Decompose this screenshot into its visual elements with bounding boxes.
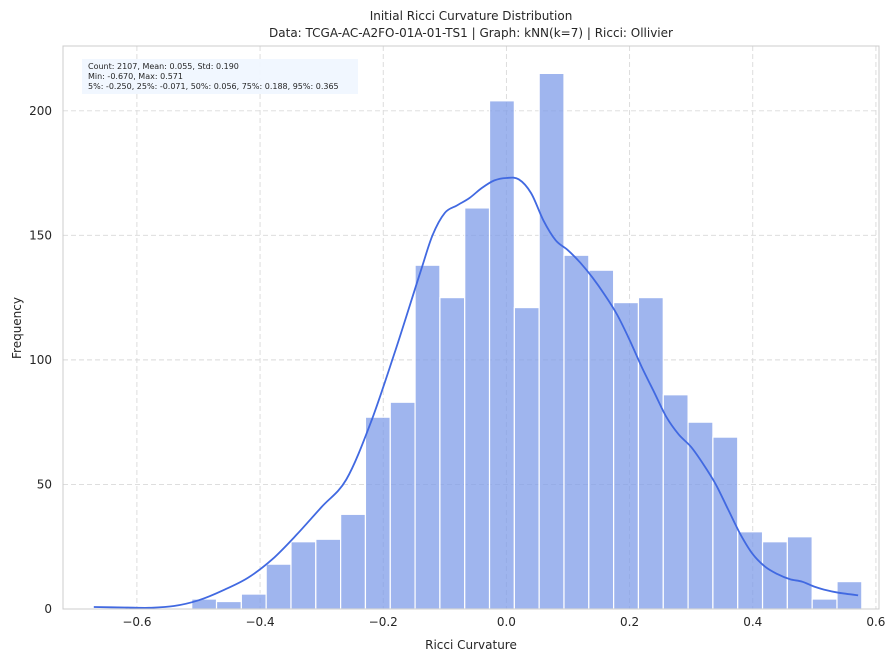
- histogram-bars: [191, 72, 863, 610]
- histogram-bar: [786, 536, 813, 610]
- histogram-bar: [340, 513, 367, 610]
- histogram-bar: [439, 297, 466, 610]
- histogram-bar: [265, 563, 292, 610]
- histogram-bar: [464, 207, 491, 610]
- stats-line-3: 5%: -0.250, 25%: -0.071, 50%: 0.056, 75%…: [88, 82, 339, 91]
- kde-curve: [93, 176, 859, 609]
- histogram-bar: [761, 541, 788, 610]
- y-tick-label: 100: [29, 353, 52, 367]
- x-tick-label: −0.6: [122, 615, 151, 629]
- histogram-bar: [811, 598, 838, 610]
- histogram-bar: [240, 593, 267, 610]
- x-tick-label: 0.6: [866, 615, 885, 629]
- histogram-bar: [662, 394, 689, 610]
- histogram-bar: [414, 264, 441, 610]
- chart-title: Initial Ricci Curvature Distribution: [370, 9, 573, 23]
- y-tick-label: 200: [29, 104, 52, 118]
- x-tick-label: 0.0: [497, 615, 516, 629]
- histogram-bar: [637, 297, 664, 610]
- x-axis-label: Ricci Curvature: [425, 638, 517, 652]
- histogram-bar: [290, 541, 317, 610]
- y-tick-label: 150: [29, 228, 52, 242]
- histogram-bar: [687, 421, 714, 610]
- stats-box: Count: 2107, Mean: 0.055, Std: 0.190 Min…: [82, 59, 358, 94]
- y-axis-label: Frequency: [10, 297, 24, 359]
- histogram-bar: [737, 531, 764, 610]
- y-tick-labels: 0 50 100 150 200: [29, 104, 52, 616]
- plot-frame: [62, 45, 880, 610]
- x-tick-label: 0.4: [743, 615, 762, 629]
- histogram-bar: [215, 600, 242, 610]
- stats-line-1: Count: 2107, Mean: 0.055, Std: 0.190: [88, 62, 239, 71]
- histogram-bar: [389, 401, 416, 610]
- chart-subtitle: Data: TCGA-AC-A2FO-01A-01-TS1 | Graph: k…: [269, 26, 673, 40]
- histogram-bar: [513, 306, 540, 610]
- y-tick-label: 0: [44, 602, 52, 616]
- histogram-bar: [364, 416, 391, 610]
- stats-line-2: Min: -0.670, Max: 0.571: [88, 72, 183, 81]
- x-tick-label: −0.4: [246, 615, 275, 629]
- histogram-bar: [563, 254, 590, 610]
- histogram-bar: [588, 269, 615, 610]
- x-tick-labels: −0.6 −0.4 −0.2 0.0 0.2 0.4 0.6: [122, 615, 885, 629]
- histogram-bar: [538, 72, 565, 610]
- histogram-bar: [315, 538, 342, 610]
- histogram-bar: [613, 301, 640, 610]
- x-tick-label: −0.2: [369, 615, 398, 629]
- x-tick-label: 0.2: [620, 615, 639, 629]
- stats-box-background: [82, 59, 358, 94]
- y-tick-label: 50: [37, 477, 52, 491]
